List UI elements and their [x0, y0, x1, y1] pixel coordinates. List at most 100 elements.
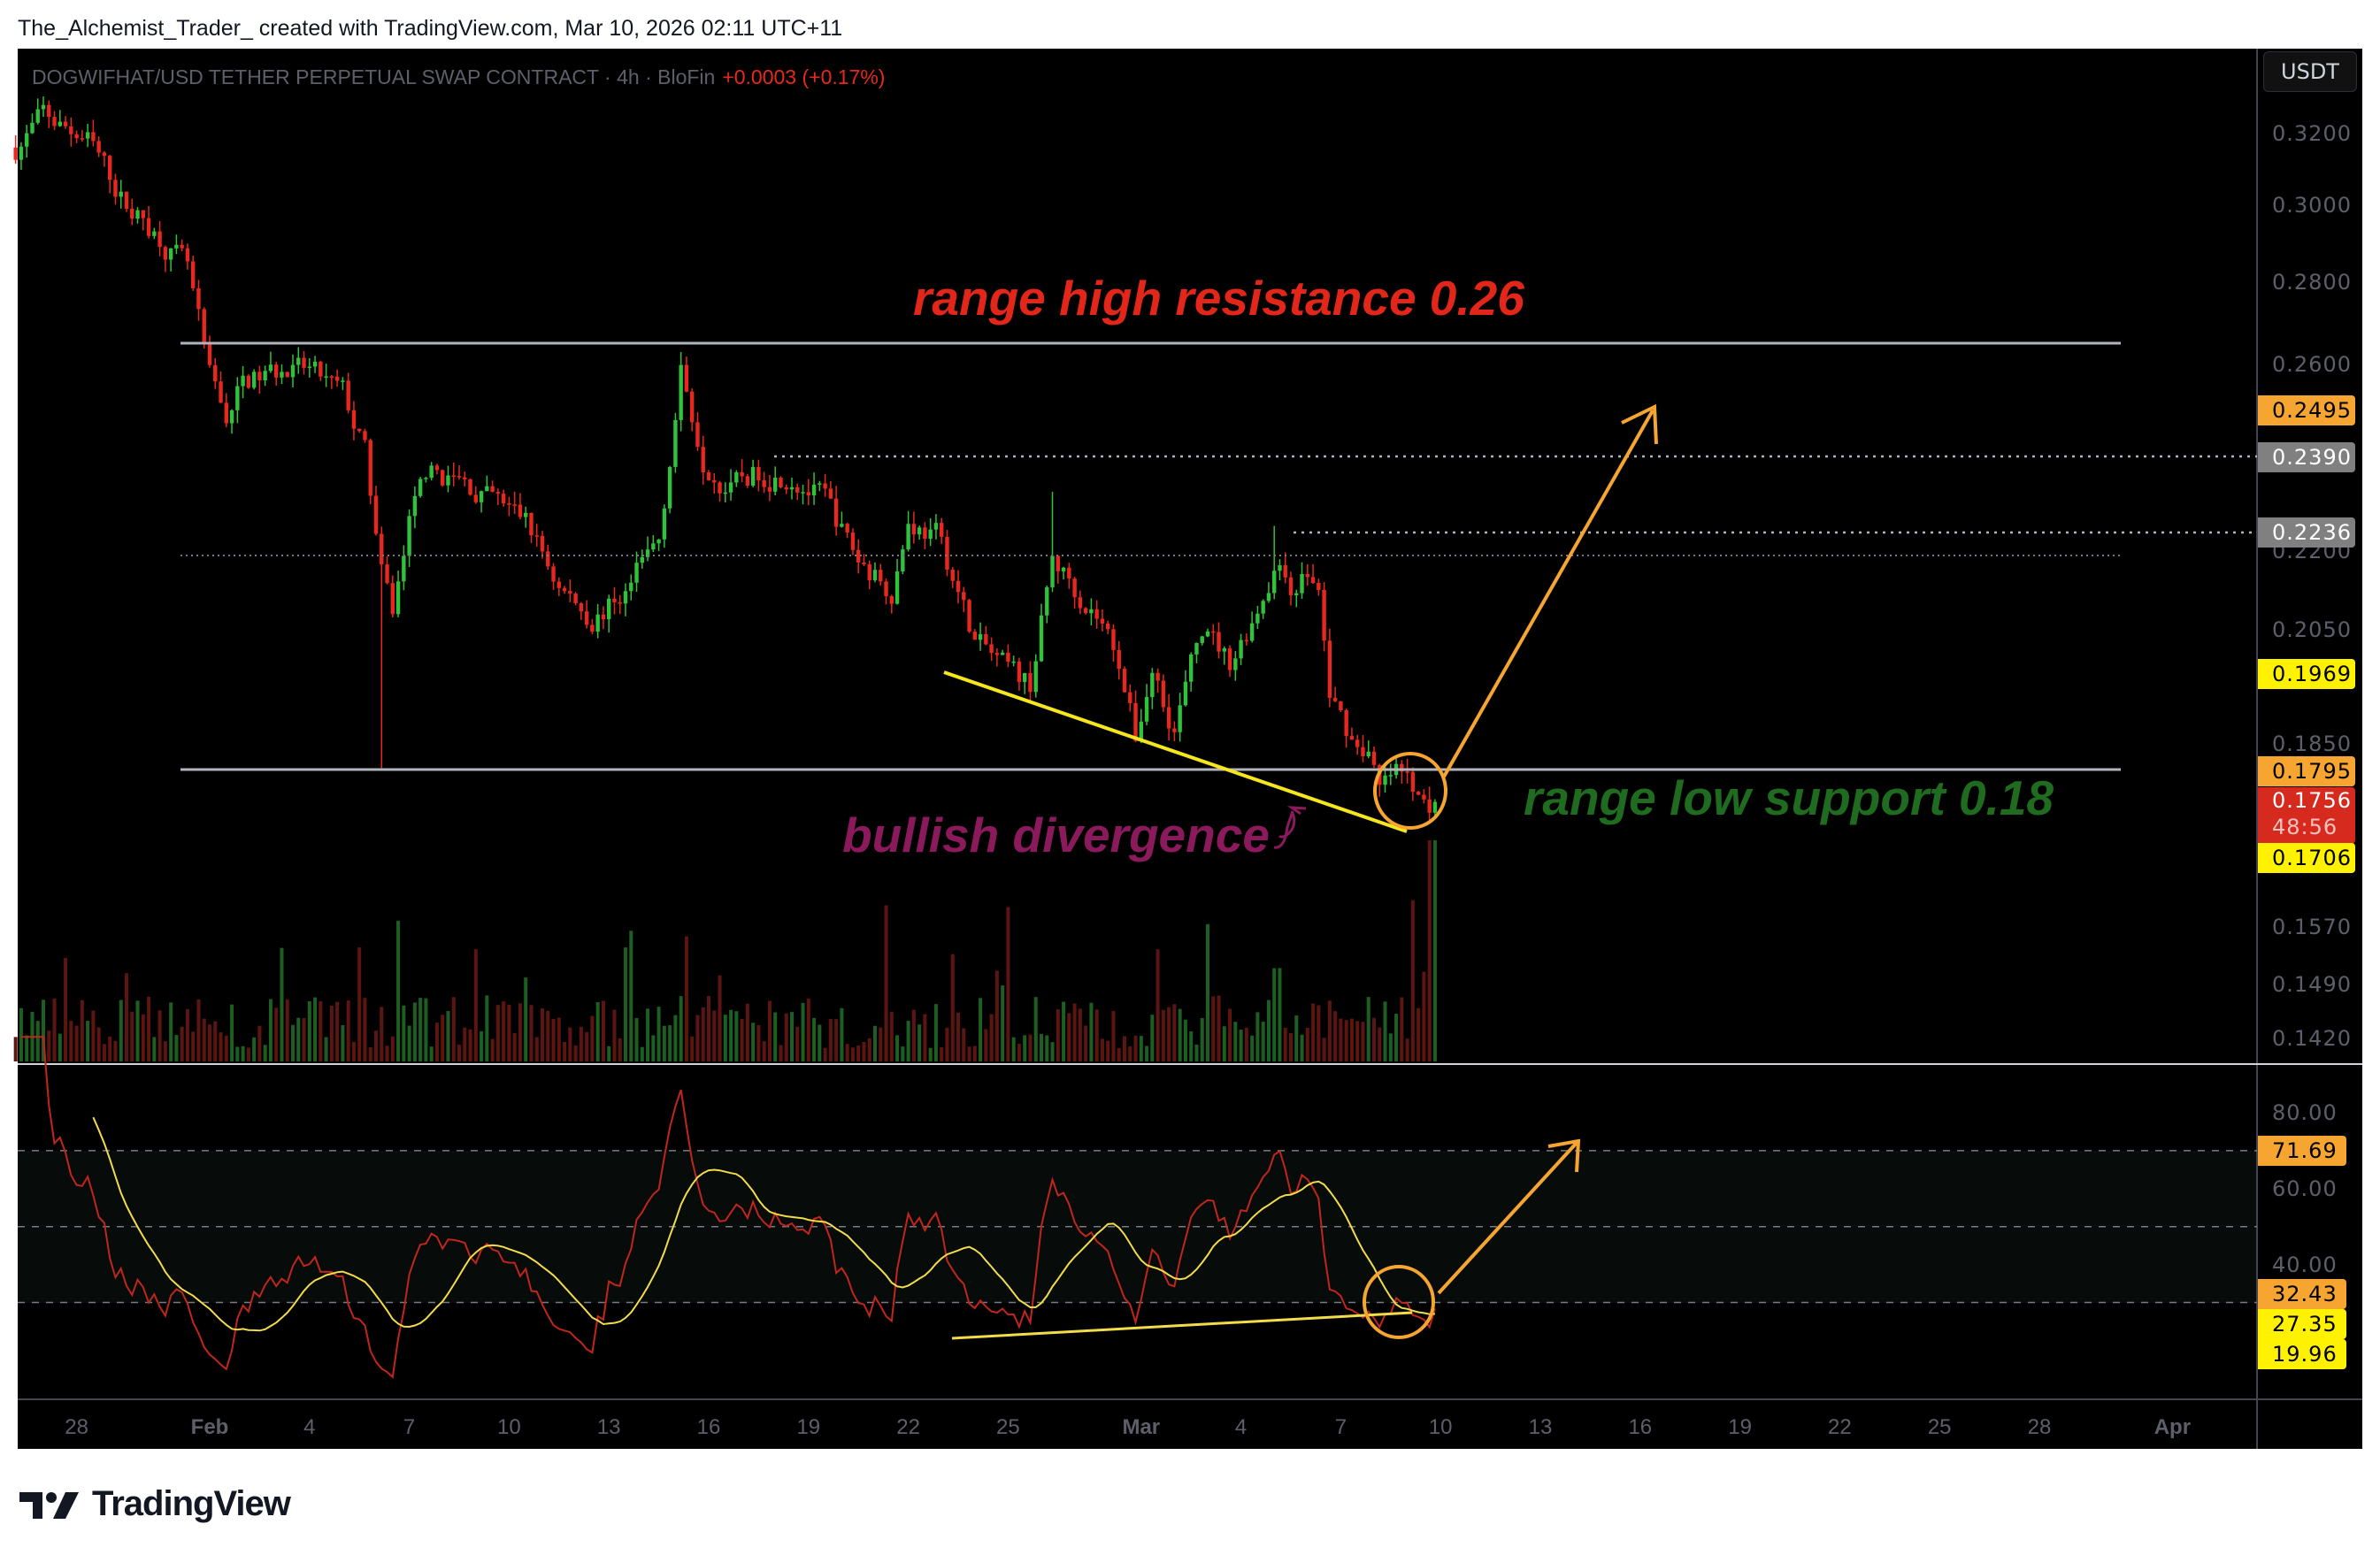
- volume-bar: [346, 1000, 350, 1061]
- candle-body: [1222, 647, 1226, 652]
- chart-frame[interactable]: [18, 49, 2362, 1449]
- candle-body: [373, 495, 379, 534]
- candle-body: [219, 381, 223, 403]
- candle: [540, 531, 545, 559]
- candle: [174, 234, 179, 255]
- time-axis-tick: 4: [303, 1415, 316, 1439]
- volume-bar: [96, 1027, 101, 1061]
- divergence-annotation[interactable]: bullish divergence: [842, 808, 1270, 862]
- time-axis-tick: 25: [996, 1415, 1020, 1439]
- candle: [1139, 709, 1143, 744]
- candle-body: [806, 492, 810, 496]
- candle-body: [58, 121, 62, 126]
- candle: [806, 479, 810, 506]
- range-high-annotation[interactable]: range high resistance 0.26: [913, 271, 1524, 326]
- volume-bar: [573, 1045, 578, 1061]
- symbol-legend[interactable]: DOGWIFHAT/USD TETHER PERPETUAL SWAP CONT…: [32, 65, 885, 89]
- time-axis-tick: 19: [796, 1415, 821, 1439]
- volume-bar: [1040, 1033, 1043, 1061]
- rsi-trendline[interactable]: [951, 1311, 1413, 1340]
- volume-bar: [58, 1033, 62, 1061]
- tradingview-logo[interactable]: TradingView: [19, 1484, 291, 1524]
- volume-bar: [524, 977, 528, 1061]
- volume-bar: [928, 1047, 933, 1061]
- candle: [984, 625, 988, 646]
- candle-body: [441, 470, 445, 486]
- price-projection-arrow[interactable]: [1442, 403, 1658, 778]
- candle-body: [651, 543, 656, 550]
- volume-bar: [25, 1035, 29, 1061]
- candle: [357, 428, 362, 433]
- candle-body: [1322, 590, 1326, 641]
- rsi-projection-arrow[interactable]: [1437, 1138, 1581, 1295]
- candle-body: [706, 472, 711, 480]
- candle: [501, 489, 506, 507]
- candle-body: [994, 653, 1000, 655]
- volume-bar: [1011, 1037, 1016, 1061]
- candle: [424, 477, 428, 483]
- candle-body: [1089, 609, 1094, 614]
- rsi-highlight-circle[interactable]: [1363, 1265, 1435, 1339]
- volume-bar: [972, 1046, 977, 1061]
- price-axis-tick: 0.3000: [2272, 193, 2352, 218]
- candle: [441, 469, 445, 487]
- volume-bar: [1416, 1007, 1421, 1061]
- rsi-ma-line: [92, 1116, 1435, 1332]
- candle-body: [407, 516, 411, 556]
- volume-bar: [368, 1047, 372, 1061]
- volume-bar: [1123, 1036, 1126, 1061]
- volume-bar: [1056, 1009, 1060, 1061]
- candle-body: [540, 535, 545, 552]
- candle: [1339, 701, 1343, 712]
- candle: [102, 150, 107, 167]
- candle-body: [828, 488, 833, 499]
- candle-body: [47, 104, 51, 118]
- candle: [956, 570, 961, 604]
- candle-body: [833, 498, 839, 527]
- candle-body: [534, 535, 539, 537]
- volume-bar: [263, 1045, 267, 1061]
- candle: [595, 603, 600, 639]
- volume-bar: [795, 1026, 800, 1061]
- candle: [346, 372, 350, 414]
- candle-body: [1255, 613, 1260, 624]
- candle: [894, 558, 900, 605]
- volume-bar: [662, 1025, 666, 1061]
- candle-body: [468, 479, 472, 495]
- currency-button[interactable]: USDT: [2263, 51, 2357, 92]
- candle: [573, 592, 578, 606]
- price-axis-tick: 0.2050: [2272, 617, 2352, 642]
- candle-body: [334, 376, 340, 381]
- volume-bar: [42, 1000, 45, 1061]
- volume-bar: [933, 1004, 938, 1061]
- divergence-arrow-icon: [1273, 806, 1307, 849]
- volume-bar: [169, 1002, 173, 1061]
- volume-bar: [429, 1046, 434, 1061]
- rsi-axis-tick: 80.00: [2272, 1100, 2338, 1125]
- candle-body: [1166, 707, 1171, 729]
- candle-body: [956, 580, 961, 593]
- price-trendline[interactable]: [943, 670, 1408, 833]
- candle-body: [612, 598, 617, 602]
- volume-bar: [1327, 1000, 1332, 1061]
- range-low-annotation[interactable]: range low support 0.18: [1524, 770, 2054, 825]
- candle-body: [1361, 747, 1365, 756]
- volume-bar: [1183, 1019, 1187, 1061]
- candle-body: [933, 523, 939, 530]
- price-label: 0.1969: [2258, 659, 2355, 689]
- candle-body: [1272, 571, 1277, 594]
- candle-body: [1133, 702, 1138, 741]
- volume-bar: [196, 999, 201, 1061]
- volume-bar: [446, 1010, 450, 1061]
- candle-body: [718, 482, 722, 494]
- candle-body: [1416, 791, 1421, 795]
- candle: [972, 629, 977, 640]
- volume-bar: [463, 1027, 467, 1061]
- price-highlight-circle[interactable]: [1373, 752, 1447, 830]
- candle-body: [124, 191, 129, 209]
- candle-body: [1106, 623, 1110, 630]
- candle: [762, 471, 766, 494]
- volume-bar: [1050, 1042, 1055, 1061]
- volume-bar: [1045, 1035, 1049, 1061]
